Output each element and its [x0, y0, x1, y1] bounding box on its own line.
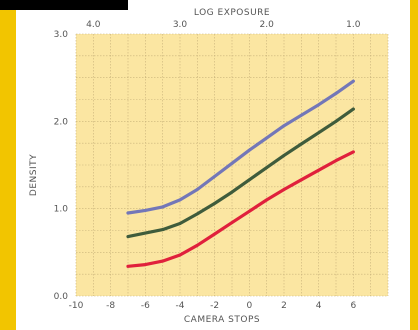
series-3-point	[126, 264, 130, 268]
series-2-point	[299, 142, 303, 146]
series-2-point	[282, 153, 286, 157]
series-1-point	[195, 188, 199, 191]
x-tick-label: -6	[141, 301, 150, 311]
series-3-point	[161, 259, 165, 263]
x-tick-label: 6	[350, 301, 356, 311]
x-tick-label: 0	[246, 301, 252, 311]
series-2-point	[143, 231, 147, 235]
x-tick-label: -2	[210, 301, 219, 311]
series-1-point	[161, 205, 165, 209]
x-tick-label: -4	[176, 301, 185, 311]
series-1-point	[265, 136, 269, 140]
series-3-point	[213, 232, 217, 236]
series-1-point	[178, 198, 182, 202]
top-x-axis-label: LOG EXPOSURE	[194, 8, 270, 18]
series-1-point	[334, 91, 338, 95]
y-tick-label: 2.0	[54, 117, 69, 127]
x-tick-label: 2	[281, 301, 287, 311]
series-2-point	[265, 166, 269, 170]
series-2-point	[195, 212, 199, 216]
y-tick-label: 1.0	[54, 205, 69, 215]
series-2-point	[351, 107, 355, 111]
series-1-point	[230, 161, 234, 165]
series-2-point	[230, 190, 234, 194]
series-3-point	[265, 198, 269, 202]
series-1-point	[351, 79, 355, 83]
series-3-point	[282, 188, 286, 191]
series-3-point	[195, 243, 199, 247]
series-line-1	[126, 79, 355, 215]
series-2-point	[247, 178, 251, 182]
top-x-tick-label: 2.0	[260, 20, 275, 30]
series-3-point	[143, 263, 147, 266]
series-3-point	[317, 168, 321, 172]
series-1-point	[299, 113, 303, 117]
top-x-tick-label: 3.0	[173, 20, 188, 30]
series-group	[126, 79, 355, 268]
series-3-point	[247, 209, 251, 213]
series-1-point	[213, 174, 217, 178]
series-3-point	[351, 150, 355, 154]
top-x-tick-label: 1.0	[346, 20, 361, 30]
series-3-point	[178, 253, 182, 257]
series-3-point	[334, 159, 338, 163]
top-black-bar	[0, 0, 128, 10]
y-tick-label: 3.0	[54, 30, 69, 40]
series-2-point	[317, 131, 321, 135]
series-line-3	[126, 150, 355, 268]
series-2-point	[126, 235, 130, 239]
series-1-point	[126, 211, 130, 215]
series-1-point	[317, 103, 321, 107]
series-2-point	[213, 202, 217, 205]
series-line-2	[126, 107, 355, 239]
series-3-point	[230, 221, 234, 225]
x-axis-label: CAMERA STOPS	[184, 315, 260, 325]
series-2-point	[178, 222, 182, 225]
x-tick-label: -10	[69, 301, 84, 311]
top-x-tick-label: 4.0	[86, 20, 101, 30]
grid	[75, 33, 389, 297]
y-tick-label: 0.0	[54, 292, 69, 302]
x-tick-label: -8	[106, 301, 115, 311]
series-2-point	[161, 228, 165, 232]
y-axis-label: DENSITY	[29, 154, 39, 196]
x-tick-label: 4	[316, 301, 322, 311]
series-3-point	[299, 178, 303, 182]
series-1-point	[247, 148, 251, 152]
tick-labels: -10-8-6-4-202460.01.02.03.04.03.02.01.00…	[54, 20, 361, 311]
series-2-point	[334, 119, 338, 123]
series-1-point	[282, 124, 286, 128]
series-1-point	[143, 209, 147, 212]
